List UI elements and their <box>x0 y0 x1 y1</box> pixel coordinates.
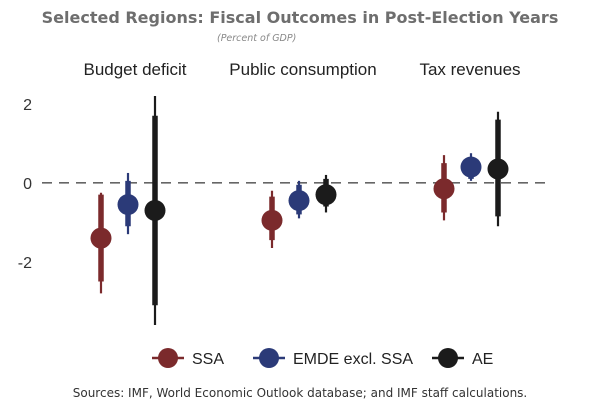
y-tick-label: 0 <box>23 176 32 193</box>
point-estimate <box>487 158 509 180</box>
legend-key-dot <box>438 348 458 368</box>
legend-label: AE <box>472 351 493 368</box>
point-estimate <box>90 227 112 249</box>
point-estimate <box>144 199 166 221</box>
legend-key-dot <box>158 348 178 368</box>
legend-label: EMDE excl. SSA <box>293 351 413 368</box>
chart-plot: -2 0 2 Budget deficit Public consumption Tax… <box>18 60 548 368</box>
point-estimate <box>261 209 283 231</box>
point-estimate <box>315 184 337 206</box>
category-label: Public consumption <box>229 60 376 79</box>
y-tick-label: 2 <box>23 97 32 114</box>
legend: SSA EMDE excl. SSA AE <box>152 348 493 368</box>
y-tick-label: -2 <box>18 255 32 272</box>
category-label: Budget deficit <box>83 60 186 79</box>
point-estimate <box>117 194 139 216</box>
legend-label: SSA <box>192 351 224 368</box>
point-estimate <box>288 190 310 212</box>
source-note: Sources: IMF, World Economic Outlook dat… <box>72 386 528 400</box>
legend-key-dot <box>259 348 279 368</box>
point-estimate <box>460 156 482 178</box>
category-label: Tax revenues <box>419 60 520 79</box>
point-estimate <box>433 178 455 200</box>
chart-subtitle: (Percent of GDP) <box>217 33 297 44</box>
chart-title: Selected Regions: Fiscal Outcomes in Pos… <box>41 8 559 27</box>
